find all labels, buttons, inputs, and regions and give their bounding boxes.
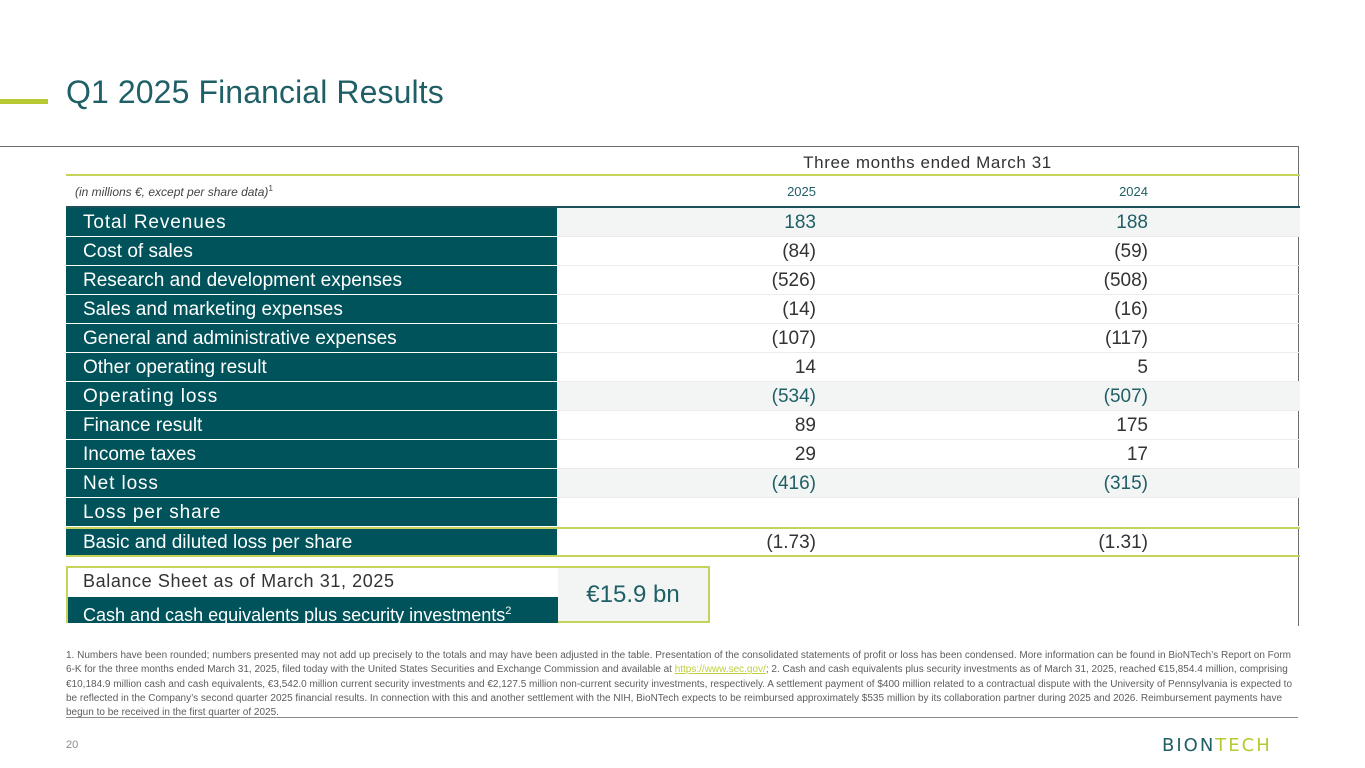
table-frame-top — [0, 146, 1299, 147]
value-2024: 17 — [1126, 444, 1148, 465]
income-statement-table: Total Revenues 183 188 Cost of sales (84… — [66, 208, 1300, 557]
value-2024: (508) — [1103, 270, 1148, 291]
biontech-logo: BIONTECH — [1162, 735, 1272, 753]
table-row-general-admin: General and administrative expenses (107… — [66, 324, 1300, 353]
value-2025: (107) — [771, 328, 816, 349]
value-2025: (1.73) — [766, 532, 816, 553]
table-row-rd-expenses: Research and development expenses (526) … — [66, 266, 1300, 295]
footnotes: 1. Numbers have been rounded; numbers pr… — [66, 650, 1293, 719]
value-2025 — [666, 498, 816, 526]
table-row-finance-result: Finance result 89 175 — [66, 411, 1300, 440]
value-2024: (1.31) — [1098, 532, 1148, 553]
logo-text-bion: BION — [1162, 735, 1215, 753]
value-2025: (84) — [782, 241, 816, 262]
header-divider — [66, 174, 1300, 176]
period-header: Three months ended March 31 — [803, 153, 1052, 172]
sec-link[interactable]: https://www.sec.gov/ — [674, 664, 766, 676]
value-2025: (534) — [771, 386, 816, 407]
value-2025: 183 — [784, 212, 816, 233]
value-2024: (117) — [1105, 328, 1148, 349]
row-label: Income taxes — [66, 440, 557, 468]
row-label: Loss per share — [66, 498, 557, 526]
balance-sheet-value: €15.9 bn — [558, 568, 708, 621]
value-2025: (416) — [771, 473, 816, 494]
row-label: Cost of sales — [66, 237, 557, 265]
table-row-operating-loss: Operating loss (534) (507) — [66, 382, 1300, 411]
row-label: Operating loss — [66, 382, 557, 410]
value-2024 — [998, 498, 1148, 526]
unit-note: (in millions €, except per share data)1 — [75, 184, 273, 199]
value-2025: (14) — [782, 299, 816, 320]
row-label: Other operating result — [66, 353, 557, 381]
page-number: 20 — [66, 739, 79, 751]
column-header-2024: 2024 — [1119, 184, 1148, 199]
footer-divider — [66, 717, 1298, 718]
value-2024: (507) — [1103, 386, 1148, 407]
column-header-2025: 2025 — [787, 184, 816, 199]
value-2024: 175 — [1116, 415, 1148, 436]
value-2024: (315) — [1103, 473, 1148, 494]
balance-sheet-footnote-ref: 2 — [505, 605, 512, 617]
table-row-other-operating: Other operating result 14 5 — [66, 353, 1300, 382]
row-label: Total Revenues — [66, 208, 557, 236]
table-row-loss-per-share: Loss per share — [66, 498, 1300, 527]
value-2025: 89 — [794, 415, 816, 436]
value-2024: (59) — [1114, 241, 1148, 262]
table-row-basic-diluted: Basic and diluted loss per share (1.73) … — [66, 527, 1300, 557]
balance-sheet-title: Balance Sheet as of March 31, 2025 — [83, 571, 395, 591]
title-accent-bar — [0, 99, 48, 104]
row-label: Research and development expenses — [66, 266, 557, 294]
logo-text-tech: TECH — [1214, 735, 1271, 753]
table-row-cost-of-sales: Cost of sales (84) (59) — [66, 237, 1300, 266]
value-2025: 14 — [794, 357, 816, 378]
table-row-net-loss: Net loss (416) (315) — [66, 469, 1300, 498]
table-row-income-taxes: Income taxes 29 17 — [66, 440, 1300, 469]
value-2025: 29 — [794, 444, 816, 465]
table-row-sales-marketing: Sales and marketing expenses (14) (16) — [66, 295, 1300, 324]
value-2024: 188 — [1116, 212, 1148, 233]
table-row-total-revenues: Total Revenues 183 188 — [66, 208, 1300, 237]
value-2024: 5 — [1137, 357, 1148, 378]
table-header-rule — [66, 206, 1300, 208]
unit-note-footnote-ref: 1 — [268, 184, 273, 193]
value-2025: (526) — [771, 270, 816, 291]
row-label: Sales and marketing expenses — [66, 295, 557, 323]
row-label: Basic and diluted loss per share — [66, 529, 557, 555]
balance-sheet-box: Balance Sheet as of March 31, 2025 Cash … — [66, 566, 710, 625]
row-label: Net loss — [66, 469, 557, 497]
row-label: General and administrative expenses — [66, 324, 557, 352]
page-title: Q1 2025 Financial Results — [66, 74, 444, 110]
value-2024: (16) — [1114, 299, 1148, 320]
row-label: Finance result — [66, 411, 557, 439]
svg-text:BIONTECH: BIONTECH — [1162, 735, 1272, 753]
balance-sheet-label: Cash and cash equivalents plus security … — [68, 597, 558, 625]
